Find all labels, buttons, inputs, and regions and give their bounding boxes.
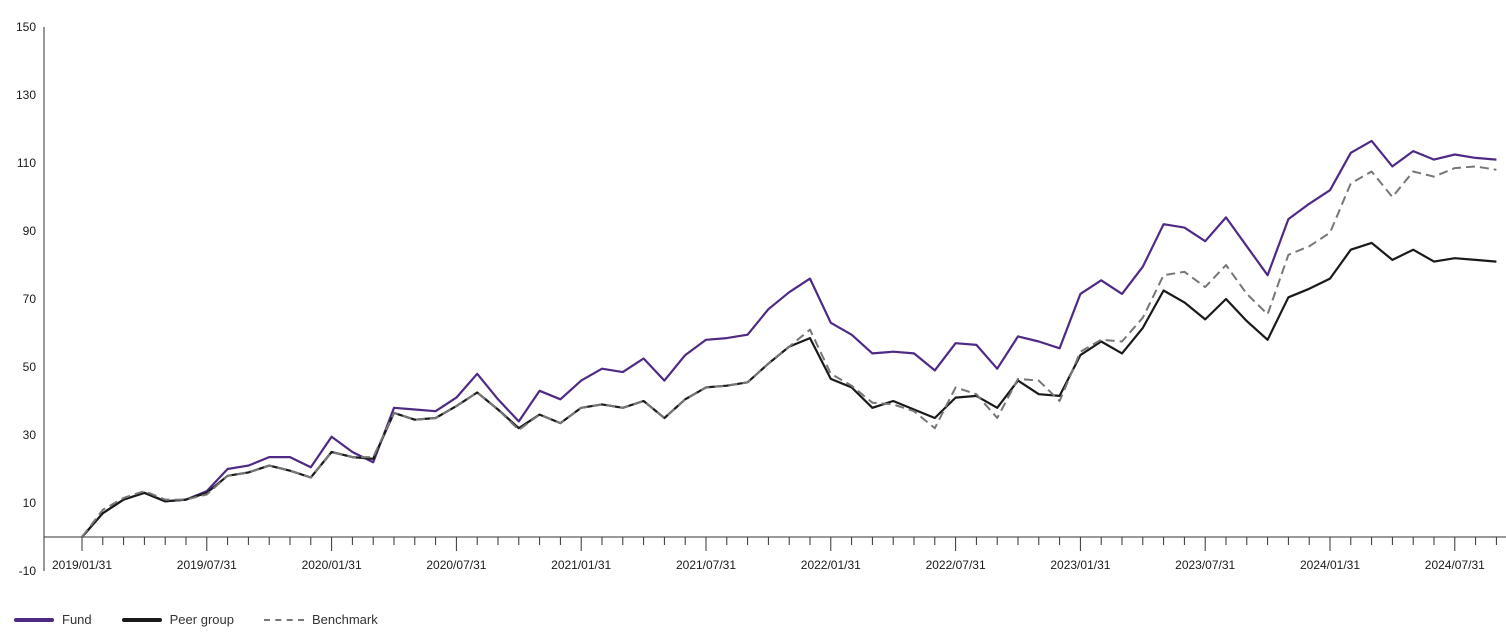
y-tick-label: 150: [16, 20, 36, 34]
y-tick-label: 10: [23, 496, 37, 510]
y-axis-ticks: -10 10 30 50 70 90 110 130 150: [16, 20, 36, 578]
x-tick-label: 2021/01/31: [551, 558, 611, 572]
y-tick-label: 130: [16, 88, 36, 102]
y-tick-label: 70: [23, 292, 37, 306]
x-tick-label: 2022/01/31: [801, 558, 861, 572]
series-line-peer-group: [81, 241, 1497, 538]
legend-item-fund: Fund: [14, 612, 92, 627]
x-tick-label: 2019/01/31: [52, 558, 112, 572]
legend-item-peer-group: Peer group: [121, 612, 234, 627]
legend: Fund Peer group Benchmark: [14, 612, 408, 627]
y-tick-label: 110: [17, 156, 36, 170]
legend-swatch-benchmark: [263, 618, 304, 621]
x-tick-label: 2020/07/31: [426, 558, 486, 572]
legend-label-benchmark: Benchmark: [311, 612, 378, 627]
x-tick-label: 2024/07/31: [1425, 558, 1485, 572]
y-tick-label: 30: [23, 428, 37, 442]
y-tick-label: 50: [23, 360, 37, 374]
x-tick-label: 2022/07/31: [926, 558, 986, 572]
legend-label-fund: Fund: [62, 612, 92, 627]
x-tick-label: 2020/01/31: [302, 558, 362, 572]
legend-item-benchmark: Benchmark: [263, 612, 378, 627]
x-tick-label: 2023/07/31: [1175, 558, 1235, 572]
series-line-fund: [81, 139, 1497, 538]
x-tick-label: 2024/01/31: [1300, 558, 1360, 572]
y-tick-label: -10: [19, 564, 37, 578]
legend-label-peer-group: Peer group: [169, 612, 234, 627]
legend-swatch-fund: [14, 617, 54, 622]
x-axis-ticks: 2019/01/31 2019/07/31 2020/01/31 2020/07/31…: [52, 537, 1497, 572]
x-tick-label: 2019/07/31: [177, 558, 237, 572]
x-tick-label: 2021/07/31: [676, 558, 736, 572]
series-line-benchmark: [81, 165, 1497, 538]
legend-swatch-peer-group: [121, 617, 162, 622]
y-tick-label: 90: [23, 224, 37, 238]
x-tick-label: 2023/01/31: [1050, 558, 1110, 572]
series-lines: [81, 139, 1497, 538]
line-chart: -10 10 30 50 70 90 110 130 150 2019/01/31 2019/07…: [16, 20, 1506, 578]
